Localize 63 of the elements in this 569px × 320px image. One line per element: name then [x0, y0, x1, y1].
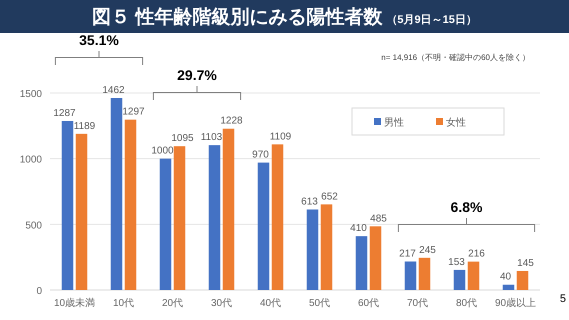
data-label: 1103: [200, 132, 223, 144]
bar: [502, 284, 514, 290]
x-tick-label: 90歳以上: [494, 297, 536, 309]
bar: [174, 146, 186, 290]
data-label: 1109: [270, 131, 292, 142]
y-tick-label: 1000: [20, 154, 42, 166]
bar: [370, 226, 382, 290]
x-tick-label: 50代: [308, 298, 330, 309]
data-label: 485: [370, 213, 388, 224]
data-label: 40: [500, 272, 512, 283]
chart-title: 図５ 性年齢階級別にみる陽性者数: [92, 6, 384, 28]
x-tick-label: 80代: [456, 298, 478, 309]
x-tick-label: 10代: [112, 298, 134, 309]
bar: [356, 236, 368, 290]
data-label: 145: [517, 258, 534, 269]
y-tick-label: 0: [36, 286, 42, 297]
data-label: 410: [350, 223, 368, 234]
data-label: 613: [301, 196, 318, 208]
legend-label: 男性: [384, 116, 404, 128]
bar: [516, 270, 528, 290]
bar: [62, 120, 74, 290]
data-label: 1095: [171, 133, 194, 144]
data-label: 1000: [151, 146, 174, 157]
data-label: 1462: [102, 84, 126, 96]
bar: [222, 128, 234, 290]
x-tick-label: 10歳未満: [54, 297, 96, 309]
bar: [208, 145, 220, 290]
x-tick-label: 70代: [406, 298, 428, 309]
data-label: 1297: [122, 106, 146, 118]
bar: [110, 98, 122, 290]
bar: [160, 158, 172, 290]
x-tick-label: 30代: [210, 298, 232, 309]
data-label: 217: [399, 248, 416, 260]
bar: [124, 120, 136, 290]
data-label: 1189: [74, 120, 96, 132]
data-label: 245: [419, 244, 436, 256]
bar: [418, 258, 430, 290]
data-label: 216: [468, 248, 486, 260]
chart-subtitle: （5月9日～15日）: [386, 14, 477, 26]
bar: [454, 270, 466, 290]
x-tick-label: 60代: [358, 298, 380, 309]
bar: [258, 162, 270, 290]
bar: [306, 209, 318, 290]
text: 35.1%: [79, 32, 120, 48]
text: 29.7%: [177, 67, 218, 83]
data-label: 1228: [220, 116, 244, 127]
bar: [76, 134, 88, 290]
text: 5: [560, 293, 566, 305]
data-label: 153: [448, 256, 466, 268]
y-tick-label: 500: [25, 220, 42, 232]
bar: [272, 144, 284, 290]
data-label: 652: [321, 191, 338, 202]
bar: [320, 204, 332, 290]
x-tick-label: 20代: [162, 298, 184, 309]
y-tick-label: 1500: [20, 89, 42, 100]
bar: [404, 262, 416, 290]
legend-label: 女性: [446, 116, 466, 128]
text: n= 14,916（不明・確認中の60人を除く）: [381, 53, 530, 62]
bar: [468, 262, 480, 290]
x-tick-label: 40代: [260, 298, 282, 309]
data-label: 1287: [53, 108, 76, 119]
annotation: 6.8%: [450, 199, 483, 215]
data-label: 970: [252, 150, 270, 161]
